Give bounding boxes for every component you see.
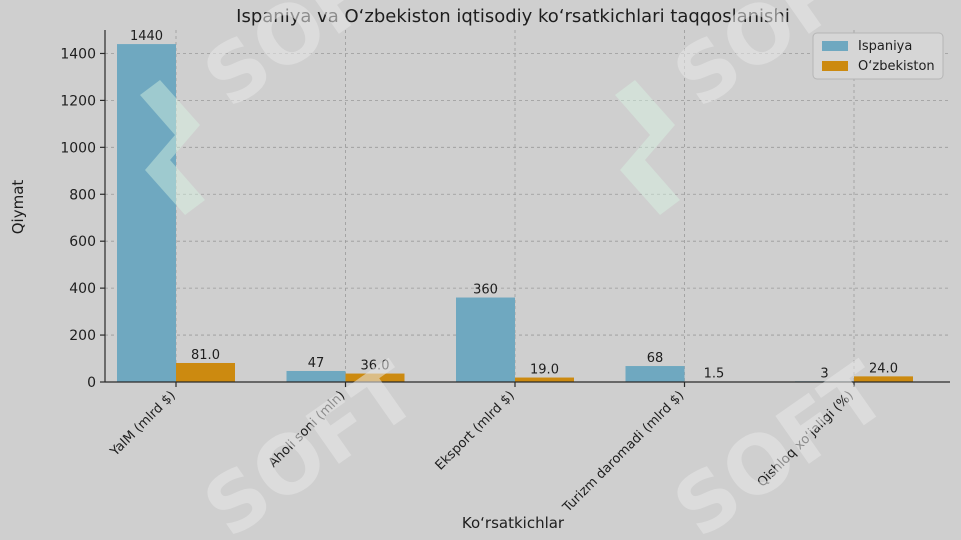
axes (104, 30, 950, 383)
legend: Ispaniya O‘zbekiston (812, 32, 944, 80)
legend-swatch-ispaniya (822, 41, 848, 51)
y-tick-label: 600 (69, 234, 96, 250)
data-label-o-zbekiston-turizm-daromadi-mlrd: 1.5 (704, 367, 725, 382)
y-tick-label: 0 (87, 375, 96, 391)
data-label-ispaniya-turizm-daromadi-mlrd: 68 (647, 351, 664, 366)
logo-mark-icon (140, 80, 680, 215)
x-tick-label-turizm-daromadi-mlrd: Turizm daromadi (mlrd $) (559, 388, 687, 516)
bar-ispaniya-turizm-daromadi-mlrd (625, 366, 685, 382)
data-label-o-zbekiston-aholi-soni-mln: 36.0 (361, 359, 390, 374)
y-axis-label: Qiymat (9, 180, 27, 235)
data-label-o-zbekiston-yaim-mlrd: 81.0 (191, 348, 220, 363)
data-label-o-zbekiston-eksport-mlrd: 19.0 (530, 363, 559, 378)
bar-ispaniya-aholi-soni-mln (286, 370, 346, 382)
bar-o-zbekiston-eksport-mlrd (515, 377, 574, 382)
legend-swatch-ozbekiston (822, 61, 848, 71)
bar-ispaniya-yaim-mlrd (117, 44, 176, 382)
data-label-o-zbekiston-qishloq-xo-jaligi: 24.0 (869, 361, 898, 376)
bar-o-zbekiston-yaim-mlrd (176, 362, 235, 382)
chart-title: Ispaniya va O‘zbekiston iqtisodiy ko‘rsa… (236, 6, 790, 27)
bar-o-zbekiston-aholi-soni-mln (345, 373, 405, 382)
watermark: SOFT SOFT SOFT SOFT (140, 0, 904, 540)
legend-label-ozbekiston: O‘zbekiston (858, 59, 935, 74)
bar-o-zbekiston-qishloq-xo-jaligi (854, 376, 913, 382)
y-tick-label: 200 (69, 328, 96, 344)
bars (117, 44, 913, 382)
y-tick-label: 1000 (60, 140, 96, 156)
y-tick-label: 1200 (60, 93, 96, 109)
x-tick-label-yaim-mlrd: YaIM (mlrd $) (107, 388, 179, 460)
bar-ispaniya-eksport-mlrd (456, 297, 515, 382)
data-label-ispaniya-eksport-mlrd: 360 (473, 283, 498, 298)
data-labels: 1440 81.0 47 36.0 360 19.0 68 1.5 3 24.0 (130, 29, 898, 382)
x-axis-label: Ko‘rsatkichlar (462, 514, 565, 532)
data-label-ispaniya-aholi-soni-mln: 47 (308, 356, 325, 371)
y-tick-label: 800 (69, 187, 96, 203)
x-tick-label-eksport-mlrd: Eksport (mlrd $) (433, 388, 518, 473)
legend-label-ispaniya: Ispaniya (858, 39, 912, 54)
watermark-text: SOFT (658, 344, 904, 540)
y-tick-label: 1400 (60, 46, 96, 62)
data-label-ispaniya-qishloq-xo-jaligi: 3 (820, 366, 828, 381)
grid-lines (105, 30, 950, 383)
data-label-ispaniya-yaim-mlrd: 1440 (130, 29, 163, 44)
y-tick-label: 400 (69, 281, 96, 297)
